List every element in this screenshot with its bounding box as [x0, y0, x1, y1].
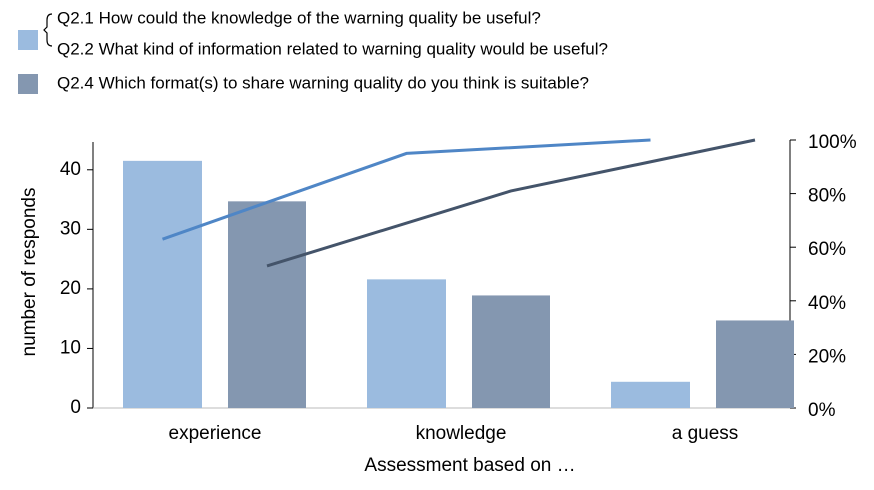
- y2-tick-label: 0%: [808, 400, 836, 421]
- legend-label: Q2.1 How could the knowledge of the warn…: [57, 8, 541, 27]
- x-axis-label: Assessment based on …: [364, 455, 575, 476]
- y2-tick-label: 100%: [808, 132, 857, 153]
- y-tick-label: 10: [60, 337, 81, 358]
- bar: [228, 201, 306, 408]
- y2-tick-label: 40%: [808, 293, 846, 314]
- bar: [123, 160, 202, 408]
- line: [162, 138, 651, 241]
- legend-label: Q2.4 Which format(s) to share warning qu…: [57, 73, 589, 92]
- y2-tick-label: 80%: [808, 186, 846, 207]
- y-axis-label: number of responds: [19, 188, 40, 357]
- y-tick-label: 30: [60, 218, 81, 239]
- bar: [367, 279, 446, 408]
- legend-label: Q2.2 What kind of information related to…: [57, 39, 608, 58]
- y-tick-label: 40: [60, 159, 81, 180]
- y2-tick-label: 20%: [808, 346, 846, 367]
- bar: [611, 381, 690, 408]
- legend-brace: [43, 13, 53, 47]
- x-tick-label: experience: [169, 423, 262, 444]
- bar: [716, 320, 794, 408]
- x-tick-label: a guess: [672, 423, 739, 444]
- y-tick-label: 0: [70, 397, 81, 418]
- y2-tick-label: 60%: [808, 239, 846, 260]
- legend-swatch: [18, 30, 38, 50]
- y-tick-label: 20: [60, 278, 81, 299]
- bar: [472, 295, 550, 408]
- line: [266, 138, 756, 268]
- x-tick-label: knowledge: [416, 423, 507, 444]
- legend-swatch: [18, 74, 38, 94]
